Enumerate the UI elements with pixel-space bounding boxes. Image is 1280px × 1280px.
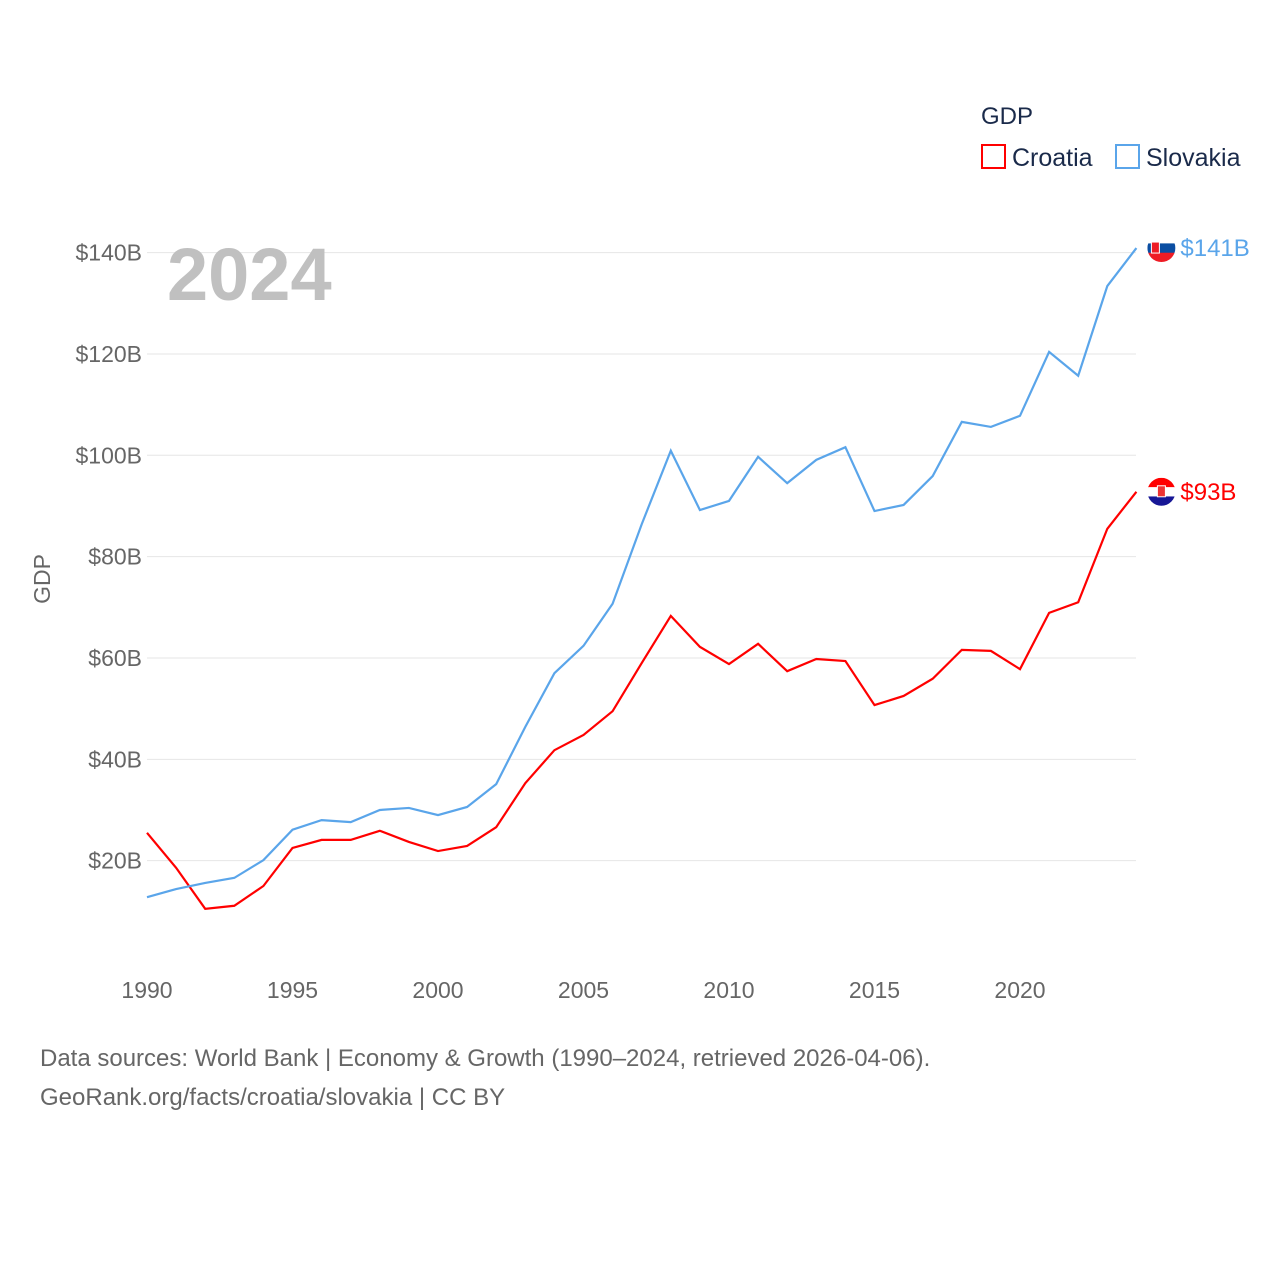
y-tick-label: $140B — [75, 240, 142, 266]
x-tick-label: 2015 — [849, 977, 900, 1003]
legend-label-slovakia[interactable]: Slovakia — [1146, 144, 1241, 172]
y-tick-label: $40B — [88, 746, 142, 772]
footer-attribution[interactable]: GeoRank.org/facts/croatia/slovakia | CC … — [40, 1084, 506, 1111]
end-value-label-slovakia: $141B — [1180, 235, 1249, 262]
slovakia-flag-icon — [1147, 234, 1176, 263]
end-value-label-croatia: $93B — [1180, 479, 1236, 506]
year-watermark: 2024 — [167, 233, 332, 316]
series-line-slovakia — [146, 247, 1138, 899]
x-tick-label: 2010 — [703, 977, 754, 1003]
legend-label-croatia[interactable]: Croatia — [1012, 144, 1093, 172]
y-tick-label: $20B — [88, 848, 142, 874]
legend-swatch-slovakia[interactable] — [1115, 144, 1140, 169]
y-tick-label: $80B — [88, 544, 142, 570]
croatia-flag-icon — [1147, 477, 1176, 506]
y-tick-label: $100B — [75, 442, 142, 468]
x-tick-label: 2005 — [558, 977, 609, 1003]
x-tick-label: 1995 — [267, 977, 318, 1003]
x-tick-label: 2020 — [994, 977, 1045, 1003]
legend-title: GDP — [981, 103, 1033, 130]
footer-sources: Data sources: World Bank | Economy & Gro… — [40, 1045, 931, 1072]
y-tick-label: $60B — [88, 645, 142, 671]
y-tick-label: $120B — [75, 341, 142, 367]
x-tick-label: 1990 — [121, 977, 172, 1003]
legend-swatch-croatia[interactable] — [981, 144, 1006, 169]
x-tick-label: 2000 — [412, 977, 463, 1003]
y-axis-label: GDP — [29, 554, 55, 604]
series-line-croatia — [146, 491, 1138, 910]
